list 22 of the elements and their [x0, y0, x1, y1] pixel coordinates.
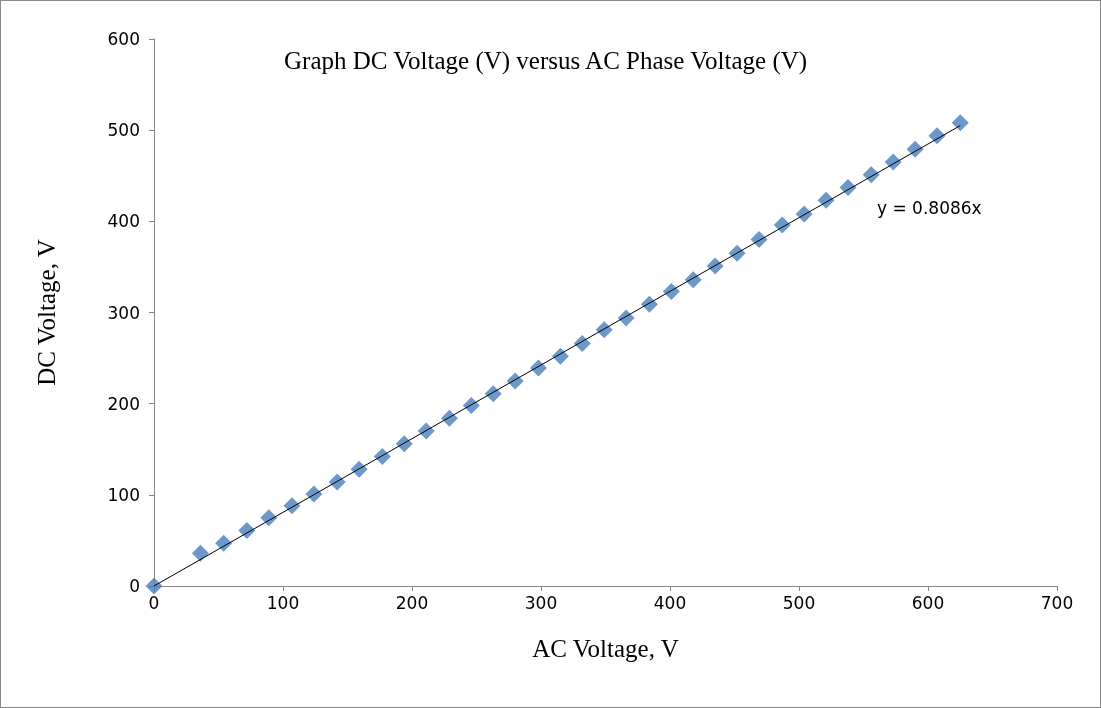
x-tick-label: 400	[653, 592, 687, 613]
chart-title: Graph DC Voltage (V) versus AC Phase Voltage (V)	[284, 47, 808, 75]
x-tick-label: 600	[911, 592, 945, 613]
x-tick-label: 300	[524, 592, 558, 613]
x-tick-label: 500	[782, 592, 816, 613]
annotation: y = 0.8086x	[877, 197, 982, 218]
y-tick-label: 600	[107, 29, 140, 49]
point	[951, 114, 969, 132]
y-axis-title: DC Voltage, V	[33, 239, 60, 386]
y-tick-label: 100	[107, 484, 140, 505]
x-tick-label: 700	[1040, 592, 1074, 613]
y-tick-label: 300	[107, 302, 140, 323]
x-axis-title: AC Voltage, V	[532, 635, 679, 662]
point	[145, 577, 163, 595]
point	[191, 544, 209, 562]
x-tick-label: 0	[148, 592, 160, 613]
x-tick-label: 200	[395, 592, 429, 613]
y-tick-label: 500	[107, 120, 140, 141]
x-tick-label: 100	[266, 592, 300, 613]
y-tick-label: 400	[107, 211, 140, 232]
y-tick-label: 0	[129, 576, 140, 596]
y-tick-label: 200	[107, 393, 140, 414]
